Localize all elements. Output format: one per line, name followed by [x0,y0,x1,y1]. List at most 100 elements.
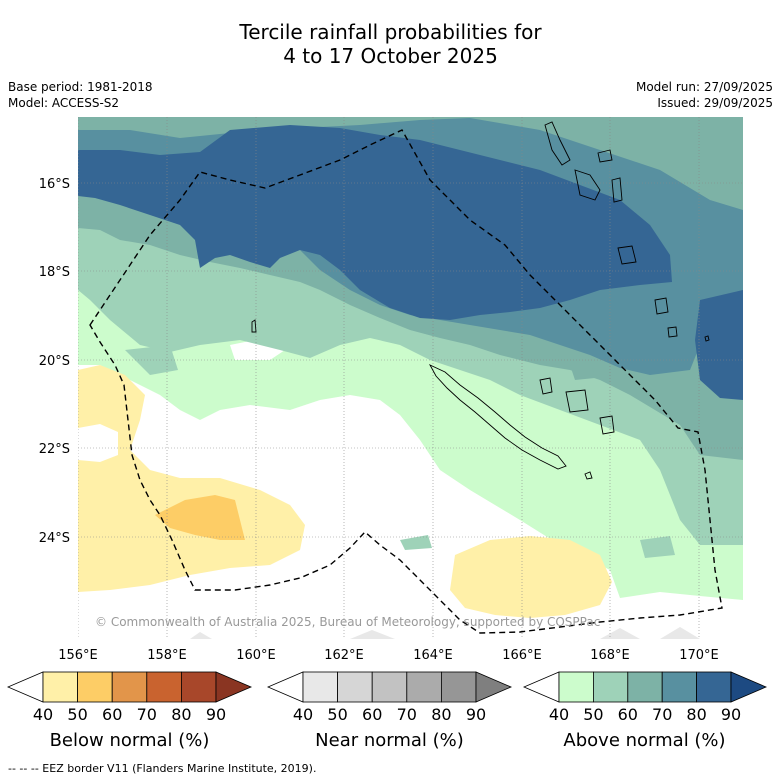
isle-of-pines-coastline [584,471,593,480]
near-normal-40-50-patch [660,627,700,639]
colorbar-above-swatch [627,671,663,703]
copyright-notice: © Commonwealth of Australia 2025, Bureau… [95,615,600,629]
near-tick-label: 60 [362,705,382,724]
below-normal-40-50-region [78,365,305,592]
above-normal-80-90-patch [695,290,743,400]
base-period: Base period: 1981-2018 [8,80,153,94]
model-run: Model run: 27/09/2025 [635,80,773,94]
vanuatu-island-coastline [617,245,637,265]
colorbar-below-swatch [215,671,253,703]
above-tick-label: 80 [686,705,706,724]
below-tick-label: 90 [206,705,226,724]
lat-label-20s: 20°S [39,354,70,369]
near-normal-40-50-patch [350,630,395,639]
vanuatu-island-coastline [654,297,669,315]
lat-label-24s: 24°S [39,531,70,546]
map-title-line1: Tercile rainfall probabilities for [239,20,542,44]
below-tick-label: 40 [33,705,53,724]
colorbar-above-swatch [593,671,629,703]
lon-label-158e: 158°E [147,648,187,663]
new-caledonia-coastline [428,364,567,470]
colorbar-near-swatch [337,671,373,703]
below-tick-label: 60 [102,705,122,724]
colorbar-near-swatch [406,671,442,703]
colorbar-below-swatch [111,671,148,703]
probability-field: © Commonwealth of Australia 2025, Bureau… [78,117,743,639]
lon-label-164e: 164°E [413,648,453,663]
above-tick-label: 40 [549,705,569,724]
colorbar-above-normal [522,671,768,703]
vanuatu-island-coastline [544,121,571,166]
matthew-island-coastline [704,335,710,342]
issued-date: Issued: 29/09/2025 [657,96,773,110]
graticule [78,117,743,639]
colorbar-above-swatch [730,671,768,703]
below-normal-label: Below normal (%) [49,730,210,751]
loyalty-island-coastline [539,377,553,395]
vanuatu-island-coastline [611,177,623,203]
colorbar-below-swatch [42,671,78,703]
above-normal-50-60-patch [640,536,675,558]
below-normal-50-60-region [155,495,245,540]
above-normal-label: Above normal (%) [563,730,726,751]
above-tick-label: 90 [721,705,741,724]
colorbar-near-swatch [371,671,408,703]
above-normal-50-60-patch [400,535,432,550]
vanuatu-island-coastline [597,149,613,163]
colorbar-above-swatch [696,671,732,703]
above-normal-50-60-patch [125,345,178,375]
near-tick-label: 50 [327,705,347,724]
longitude-labels: 156°E 158°E 160°E 162°E 164°E 166°E 168°… [58,648,719,663]
lat-label-18s: 18°S [39,265,70,280]
lat-label-22s: 22°S [39,442,70,457]
latitude-labels: 16°S 18°S 20°S 22°S 24°S [39,177,70,546]
near-tick-label: 40 [293,705,313,724]
colorbar-below-swatch [77,671,113,703]
loyalty-island-coastline [599,415,615,435]
lon-label-170e: 170°E [679,648,719,663]
model-name: Model: ACCESS-S2 [8,96,120,110]
above-tick-label: 70 [652,705,672,724]
chesterfield-reef-coastline [251,319,257,333]
above-tick-label: 50 [583,705,603,724]
above-normal-60-70-patch [570,360,595,380]
loyalty-island-coastline [565,389,589,413]
near-neutral-patch [78,424,118,462]
below-tick-label: 70 [137,705,157,724]
colorbar-near-swatch [440,671,477,703]
lon-label-160e: 160°E [236,648,276,663]
vanuatu-island-coastline [574,169,601,201]
colorbar-tick-labels: 40 50 60 70 80 90 40 50 60 70 80 90 40 5… [33,705,741,724]
colorbar-below-swatch [146,671,182,703]
coastlines [251,121,710,480]
above-normal-80-90-region [78,125,672,320]
vanuatu-island-coastline [667,326,678,338]
colorbar-near-normal [266,671,513,703]
below-tick-label: 50 [67,705,87,724]
map-title-line2: 4 to 17 October 2025 [283,44,498,68]
eez-footnote: -- -- -- EEZ border V11 (Flanders Marine… [8,762,317,775]
colorbar-near-swatch [266,671,304,703]
colorbar-above-swatch [558,671,594,703]
colorbar-below-swatch [6,671,44,703]
near-tick-label: 80 [431,705,451,724]
below-normal-40-50-region [450,536,612,618]
near-tick-label: 70 [397,705,417,724]
colorbar-near-swatch [475,671,513,703]
colorbar-below-normal [6,671,253,703]
lat-label-16s: 16°S [39,177,70,192]
near-neutral-patch [170,420,240,470]
near-normal-label: Near normal (%) [315,730,464,751]
near-normal-40-50-patch [190,632,212,639]
colorbar-near-swatch [302,671,338,703]
colorbar-above-swatch [661,671,698,703]
near-tick-label: 90 [466,705,486,724]
lon-label-162e: 162°E [324,648,364,663]
eez-border [89,129,723,634]
colorbar-above-swatch [522,671,560,703]
lon-label-168e: 168°E [590,648,630,663]
lon-label-166e: 166°E [502,648,542,663]
lon-label-156e: 156°E [58,648,98,663]
below-tick-label: 80 [171,705,191,724]
